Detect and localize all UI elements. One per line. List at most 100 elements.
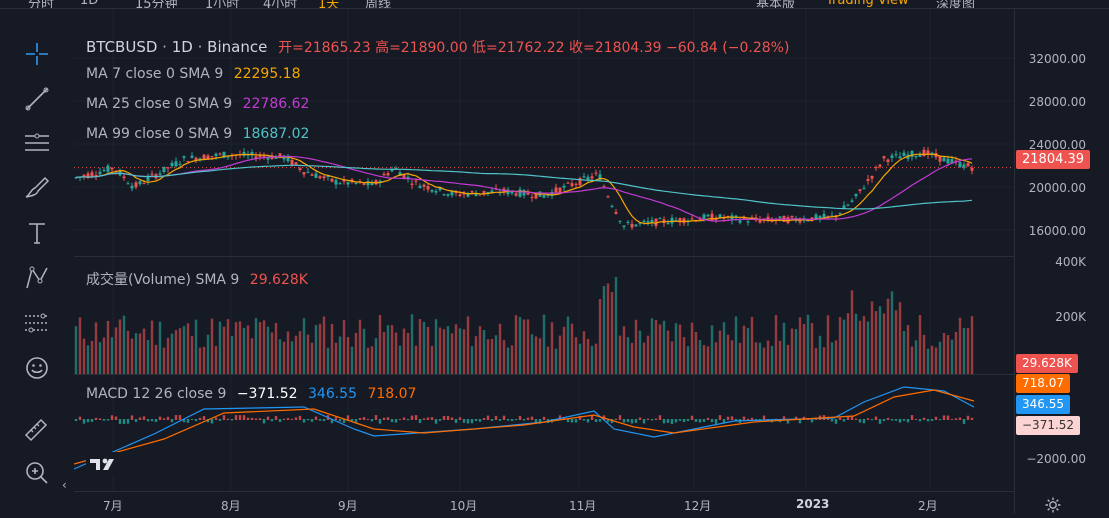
candle-body [642,220,646,222]
candle-body [938,155,942,162]
macd-legend[interactable]: MACD 12 26 close 9 −371.52 346.55 718.07 [86,386,416,402]
candle-body [654,218,658,226]
brush-icon[interactable] [21,172,53,204]
measure-icon[interactable] [21,307,53,339]
timeframe-tab[interactable]: 深度图 [936,0,976,9]
volume-bar [394,332,398,374]
volume-legend[interactable]: 成交量(Volume) SMA 9 29.628K [86,269,308,289]
volume-bar [586,338,590,374]
macd-histogram-bar [262,419,266,424]
candle-body [842,205,846,209]
volume-bar [550,322,554,374]
settings-gear-icon[interactable] [1044,496,1062,514]
volume-bar [870,301,874,374]
volume-tick: 400K [1055,255,1086,269]
macd-histogram-bar [586,419,590,423]
macd-histogram-bar [522,419,526,421]
volume-bar [318,323,322,374]
timeframe-tab[interactable]: 4小时 [263,0,298,9]
volume-bar [454,324,458,374]
timeframe-tab[interactable]: 15分钟 [135,0,178,9]
macd-histogram-bar [466,419,470,424]
volume-bar [894,310,898,374]
volume-bar [166,337,170,374]
macd-histogram-bar [934,416,938,420]
candle-body [338,183,342,185]
macd-histogram-bar [82,419,86,424]
ma25-legend[interactable]: MA 25 close 0 SMA 9 22786.62 [86,96,309,112]
symbol-name[interactable]: BTCBUSD [86,38,158,56]
timeframe-tab[interactable]: 基本版 [756,0,796,9]
macd-histogram-bar [282,418,286,420]
ma25-line [75,155,973,222]
candle-body [370,181,374,186]
text-icon[interactable] [21,217,53,249]
macd-histogram-bar [106,419,110,421]
macd-histogram-bar [966,415,970,420]
zoom-icon[interactable] [21,457,53,489]
macd-histogram-bar [742,416,746,420]
macd-histogram-bar [226,418,230,420]
timeframe-tab[interactable]: 1D [80,0,99,8]
crosshair-icon[interactable] [21,38,53,70]
emoji-icon[interactable] [21,352,53,384]
candle-body [574,183,578,185]
volume-bar [614,277,618,374]
volume-bar [98,342,102,374]
macd-histogram-bar [646,418,650,420]
macd-histogram-bar [222,415,226,420]
collapse-arrow-icon[interactable]: ‹ [62,478,67,492]
volume-bar [158,321,162,374]
macd-histogram-bar [518,416,522,420]
tradingview-logo[interactable] [86,452,122,476]
pane-divider[interactable] [74,374,1109,375]
price-axis[interactable]: 32000.00 28000.00 24000.00 20000.00 1600… [1014,9,1109,514]
volume-bar [582,331,586,374]
candle-body [206,155,210,160]
trend-line-icon[interactable] [21,83,53,115]
macd-histogram-bar [394,419,398,423]
macd-histogram-bar [886,417,890,420]
macd-histogram-bar [510,419,514,422]
macd-histogram-bar [878,419,882,424]
candle-body [858,189,862,191]
volume-bar [842,319,846,374]
candle-body [690,218,694,220]
macd-histogram-bar [246,417,250,420]
candle-body [882,156,886,159]
timeframe-tab[interactable]: 周线 [365,0,392,9]
timeframe-tab[interactable]: 1天 [318,0,340,9]
candle-body [366,181,370,186]
volume-bar [958,317,962,374]
timeframe-tab[interactable]: 分时 [28,0,55,9]
volume-bar [434,319,438,374]
macd-histogram-bar [454,419,458,424]
pattern-icon[interactable] [21,262,53,294]
horizontal-lines-icon[interactable] [21,127,53,159]
volume-bar [930,345,934,374]
pane-divider[interactable] [74,256,1109,257]
volume-bar [202,346,206,374]
macd-tick: −2000.00 [1026,452,1086,466]
volume-bar [566,316,570,374]
macd-histogram-bar [306,419,310,421]
time-axis[interactable] [74,491,1014,515]
volume-bar [638,330,642,374]
month-label: 9月 [338,499,358,513]
timeframe-tab[interactable]: 1小时 [205,0,240,9]
volume-bar [250,338,254,374]
candle-body [214,153,218,156]
volume-bar [478,326,482,374]
volume-bar [106,320,110,374]
candle-body [646,221,650,223]
ruler-icon[interactable] [21,413,53,445]
macd-histogram-bar [86,419,90,423]
macd-histogram-bar [862,419,866,424]
macd-histogram-bar [290,418,294,420]
ma7-legend[interactable]: MA 7 close 0 SMA 9 22295.18 [86,66,301,82]
volume-bar [230,335,234,374]
timeframe-tab[interactable]: Trading View [826,0,909,8]
ma99-legend[interactable]: MA 99 close 0 SMA 9 18687.02 [86,126,309,142]
macd-histogram-bar [142,416,146,420]
chart-area[interactable] [74,9,1014,491]
